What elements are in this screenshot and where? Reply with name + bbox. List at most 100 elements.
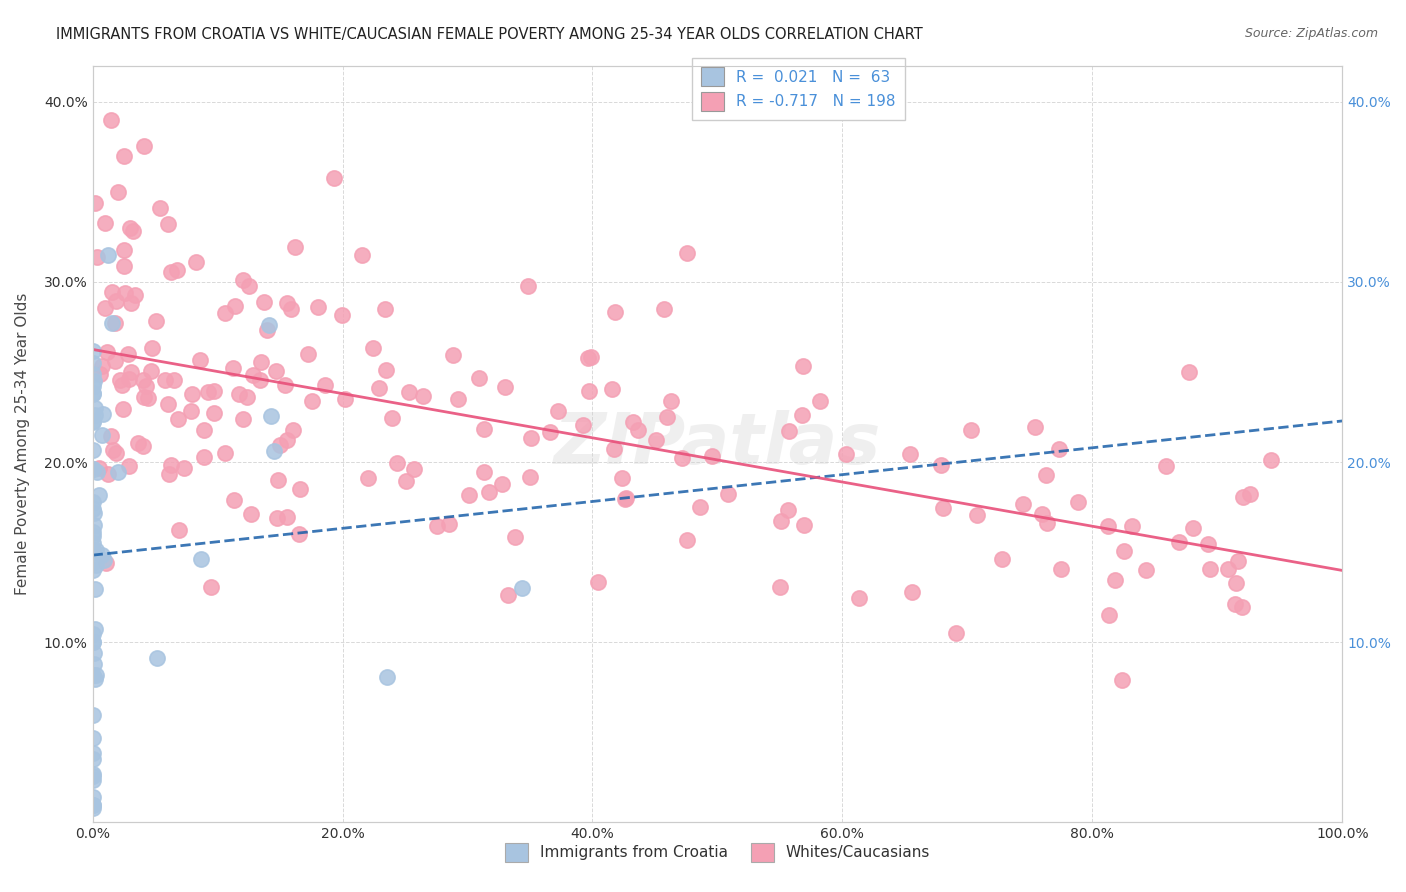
- Point: [117, 347, 139, 361]
- Point: [264, 364, 287, 378]
- Point: [89, 367, 111, 381]
- Point: [581, 350, 603, 364]
- Point: [269, 437, 291, 451]
- Point: [266, 511, 288, 525]
- Point: [118, 372, 141, 386]
- Point: [136, 391, 159, 405]
- Point: [898, 447, 921, 461]
- Point: [267, 473, 290, 487]
- Point: [127, 436, 149, 450]
- Point: [105, 294, 128, 309]
- Point: [447, 392, 470, 406]
- Point: [645, 433, 668, 447]
- Point: [173, 460, 195, 475]
- Point: [276, 296, 298, 310]
- Point: [232, 411, 254, 425]
- Point: [441, 348, 464, 362]
- Point: [1225, 597, 1247, 611]
- Point: [82, 535, 104, 549]
- Point: [91, 548, 114, 562]
- Point: [82, 414, 104, 428]
- Point: [276, 510, 298, 524]
- Point: [197, 385, 219, 400]
- Point: [314, 378, 336, 392]
- Point: [159, 458, 181, 472]
- Point: [437, 516, 460, 531]
- Point: [375, 670, 398, 684]
- Point: [960, 423, 983, 437]
- Point: [792, 359, 814, 373]
- Point: [1097, 518, 1119, 533]
- Point: [120, 220, 142, 235]
- Point: [1121, 518, 1143, 533]
- Point: [104, 316, 127, 330]
- Point: [82, 790, 104, 805]
- Point: [932, 501, 955, 516]
- Point: [1154, 459, 1177, 474]
- Point: [83, 196, 105, 211]
- Point: [288, 482, 311, 496]
- Point: [163, 372, 186, 386]
- Point: [141, 341, 163, 355]
- Point: [82, 627, 104, 641]
- Point: [249, 373, 271, 387]
- Point: [83, 646, 105, 660]
- Point: [82, 555, 104, 569]
- Point: [307, 300, 329, 314]
- Point: [357, 471, 380, 485]
- Point: [1112, 544, 1135, 558]
- Point: [600, 382, 623, 396]
- Point: [283, 423, 305, 437]
- Point: [478, 484, 501, 499]
- Point: [82, 668, 104, 682]
- Point: [101, 317, 124, 331]
- Point: [82, 524, 104, 539]
- Point: [145, 314, 167, 328]
- Point: [193, 450, 215, 464]
- Point: [367, 382, 389, 396]
- Point: [107, 465, 129, 479]
- Point: [945, 626, 967, 640]
- Point: [82, 386, 104, 401]
- Point: [100, 285, 122, 300]
- Point: [83, 672, 105, 686]
- Point: [1135, 563, 1157, 577]
- Point: [121, 224, 143, 238]
- Point: [1226, 554, 1249, 568]
- Point: [188, 352, 211, 367]
- Point: [90, 359, 112, 374]
- Point: [94, 217, 117, 231]
- Point: [111, 378, 134, 392]
- Point: [1168, 535, 1191, 549]
- Point: [84, 408, 107, 422]
- Point: [82, 767, 104, 781]
- Point: [159, 265, 181, 279]
- Point: [576, 351, 599, 365]
- Point: [627, 424, 650, 438]
- Point: [496, 588, 519, 602]
- Point: [654, 302, 676, 317]
- Point: [149, 201, 172, 215]
- Point: [132, 439, 155, 453]
- Point: [82, 368, 104, 382]
- Point: [166, 411, 188, 425]
- Point: [520, 431, 543, 445]
- Point: [184, 255, 207, 269]
- Legend: R =  0.021   N =  63, R = -0.717   N = 198: R = 0.021 N = 63, R = -0.717 N = 198: [692, 58, 905, 120]
- Point: [82, 797, 104, 812]
- Point: [671, 451, 693, 466]
- Point: [214, 306, 236, 320]
- Point: [770, 514, 793, 528]
- Point: [101, 443, 124, 458]
- Point: [104, 446, 127, 460]
- Point: [120, 365, 142, 379]
- Point: [572, 417, 595, 432]
- Point: [1218, 562, 1240, 576]
- Point: [94, 301, 117, 315]
- Point: [1036, 516, 1059, 530]
- Point: [242, 368, 264, 383]
- Point: [84, 668, 107, 682]
- Point: [100, 429, 122, 443]
- Point: [263, 444, 285, 458]
- Point: [491, 476, 513, 491]
